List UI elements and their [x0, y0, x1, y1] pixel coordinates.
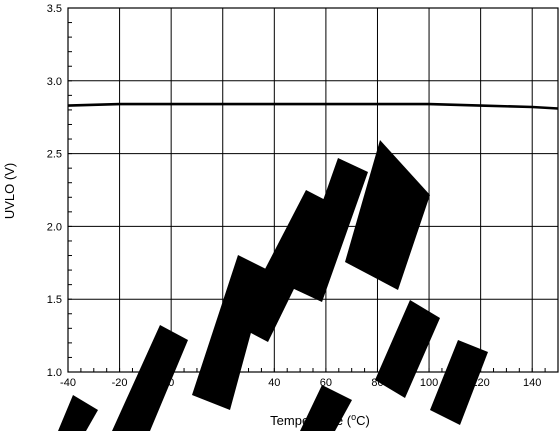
x-axis-label-degree: o	[351, 412, 356, 422]
watermark-stroke-9	[300, 385, 352, 431]
grid-lines	[68, 8, 558, 372]
x-axis-label-unit: C)	[356, 413, 370, 428]
x-tick-label: 60	[320, 377, 332, 389]
y-tick-label: 3.0	[47, 76, 62, 88]
x-tick-label: 80	[371, 377, 383, 389]
watermark-stroke-5	[292, 158, 368, 302]
x-axis-label-main: Temperature (	[270, 413, 352, 428]
watermark-stroke-3	[192, 255, 268, 410]
watermark-stroke-7	[375, 300, 440, 398]
x-tick-label: -40	[60, 377, 76, 389]
uvlo-series-line	[67, 102, 559, 110]
watermark-stroke-6	[345, 140, 430, 290]
watermark-stroke-4	[236, 190, 335, 342]
y-tick-label: 2.0	[47, 221, 62, 233]
watermark	[58, 140, 488, 431]
x-tick-label: 120	[471, 377, 489, 389]
x-tick-label: 100	[420, 377, 438, 389]
series-layer	[67, 102, 559, 110]
tick-labels: -40 -20 0 20 40 60 80 100 120 140 1.0 1.5 2.0 2.5 3.0 3…	[47, 3, 542, 389]
y-tick-label: 1.5	[47, 294, 62, 306]
watermark-stroke-8	[430, 340, 488, 425]
x-tick-label: 140	[523, 377, 541, 389]
y-axis-label: UVLO (V)	[2, 163, 17, 219]
watermark-stroke-1	[58, 395, 98, 431]
plot-area-border	[67, 7, 559, 373]
x-tick-label: -20	[112, 377, 128, 389]
y-tick-label: 1.0	[47, 367, 62, 379]
x-tick-label: 20	[217, 377, 229, 389]
x-tick-label: 40	[268, 377, 280, 389]
y-tick-label: 3.5	[47, 3, 62, 15]
x-tick-label: 0	[168, 377, 174, 389]
y-tick-label: 2.5	[47, 149, 62, 161]
watermark-stroke-2	[112, 325, 188, 431]
plot-frame	[67, 7, 559, 373]
x-axis-label: Temperature (oC)	[270, 412, 370, 428]
